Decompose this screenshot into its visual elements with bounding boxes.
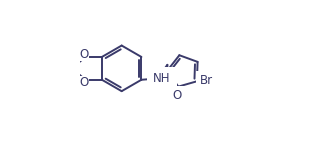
Text: Br: Br xyxy=(200,75,213,88)
Text: NH: NH xyxy=(153,73,171,86)
Text: O: O xyxy=(80,48,89,61)
Text: O: O xyxy=(80,76,89,89)
Text: O: O xyxy=(172,90,181,103)
